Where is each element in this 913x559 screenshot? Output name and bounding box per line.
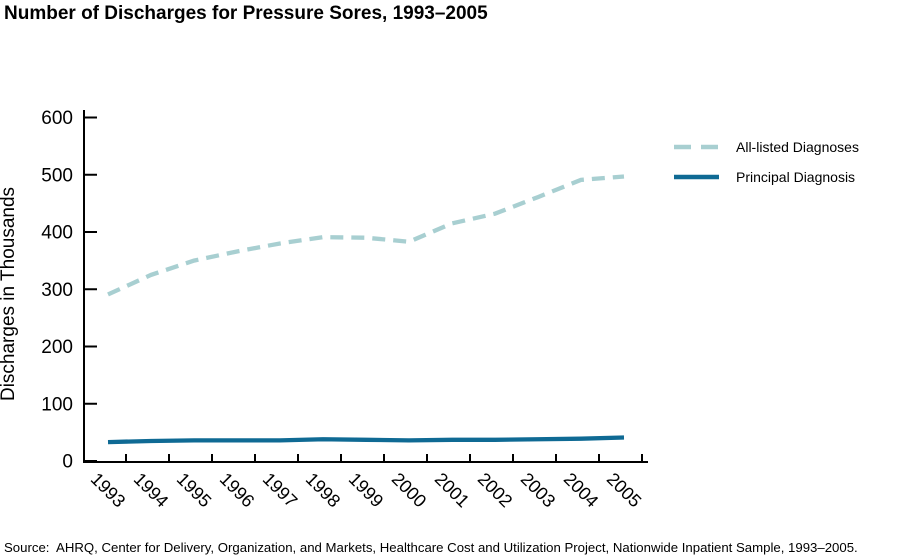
legend-item-all-listed: All-listed Diagnoses [673, 139, 859, 155]
legend-item-principal: Principal Diagnosis [673, 169, 859, 185]
x-tick-label: 1997 [259, 469, 301, 511]
y-tick-label: 100 [41, 394, 73, 415]
legend-label-all-listed: All-listed Diagnoses [736, 139, 859, 155]
x-tick-label: 2001 [431, 469, 473, 511]
x-tick-label: 2003 [517, 469, 559, 511]
y-axis-title: Discharges in Thousands [0, 187, 19, 401]
y-tick-label: 400 [41, 223, 73, 244]
y-tick-label: 0 [62, 452, 73, 473]
x-tick-label: 1998 [302, 469, 344, 511]
chart-legend: All-listed Diagnoses Principal Diagnosis [673, 139, 859, 199]
series-line-principal [107, 435, 625, 445]
x-tick-label: 2005 [603, 469, 645, 511]
x-tick-label: 1993 [87, 469, 129, 511]
legend-label-principal: Principal Diagnosis [736, 169, 856, 185]
chart-title: Number of Discharges for Pressure Sores,… [4, 3, 488, 24]
x-tick-label: 1995 [173, 469, 215, 511]
x-tick-label: 1996 [216, 469, 258, 511]
y-tick-label: 200 [41, 337, 73, 358]
x-tick-label: 2002 [474, 469, 516, 511]
y-tick-label: 500 [41, 165, 73, 186]
series-line-all-listed [107, 174, 625, 297]
x-tick-label: 2000 [388, 469, 430, 511]
x-tick-label: 2004 [560, 469, 602, 511]
y-tick-label: 600 [41, 108, 73, 129]
x-tick-label: 1999 [345, 469, 387, 511]
solid-line-swatch [674, 174, 719, 180]
dashed-line-swatch [674, 144, 719, 150]
y-tick-label: 300 [41, 280, 73, 301]
source-note: Source: AHRQ, Center for Delivery, Organ… [4, 540, 858, 555]
x-tick-label: 1994 [130, 469, 172, 511]
